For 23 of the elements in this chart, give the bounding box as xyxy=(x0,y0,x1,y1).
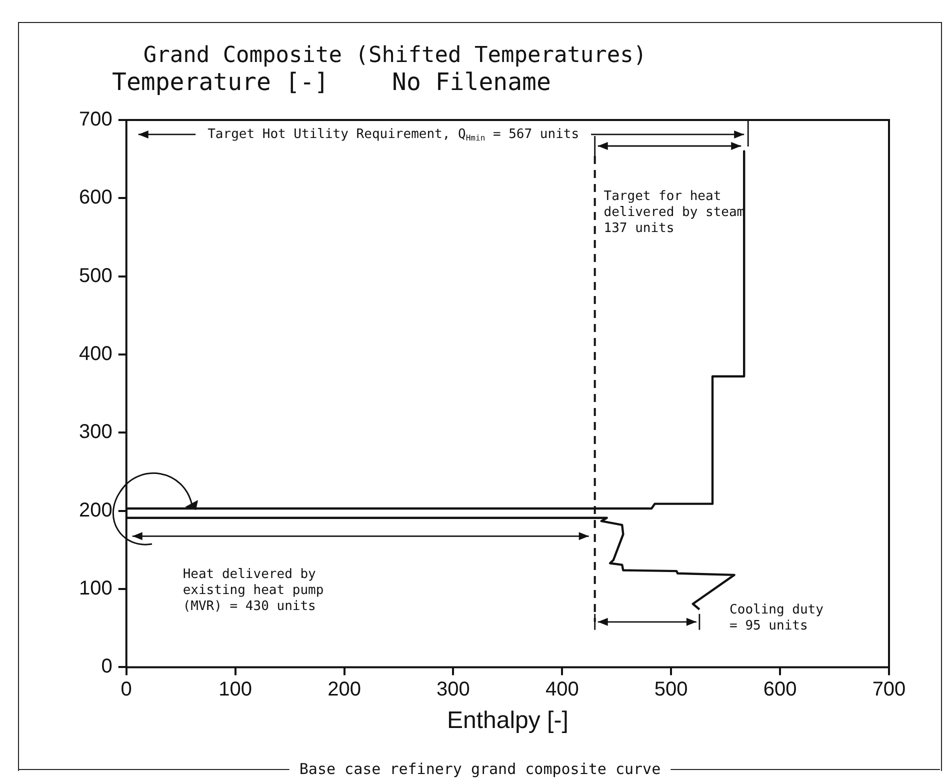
y-tick-label: 600 xyxy=(78,186,112,209)
chart-title: Grand Composite (Shifted Temperatures) xyxy=(143,43,647,68)
x-tick-label: 700 xyxy=(872,678,906,701)
x-tick-label: 100 xyxy=(218,678,252,701)
y-tick-label: 500 xyxy=(78,264,112,287)
text: Base case refinery grand composite curve xyxy=(299,760,661,778)
x-tick-label: 500 xyxy=(654,678,688,701)
y-tick-label: 0 xyxy=(101,656,112,678)
y-axis-title: Temperature [-] xyxy=(112,68,329,96)
x-tick-label: 200 xyxy=(328,678,361,701)
annotation: Cooling duty = 95 units xyxy=(730,602,824,634)
x-tick-label: 400 xyxy=(545,678,579,701)
y-tick-label: 300 xyxy=(78,421,112,444)
x-tick-label: 600 xyxy=(763,678,797,701)
y-tick-label: 100 xyxy=(78,578,112,600)
annotation: Heat delivered by existing heat pump (MVR) = 430 units xyxy=(182,566,324,614)
y-tick-label: 700 xyxy=(78,108,112,131)
x-axis-title: Enthalpy [-] xyxy=(446,707,568,734)
chart-subtitle: No Filename xyxy=(392,68,551,96)
y-tick-label: 200 xyxy=(78,499,112,522)
x-tick-label: 0 xyxy=(120,678,132,701)
y-tick-label: 400 xyxy=(78,343,112,366)
x-tick-label: 300 xyxy=(436,678,470,701)
